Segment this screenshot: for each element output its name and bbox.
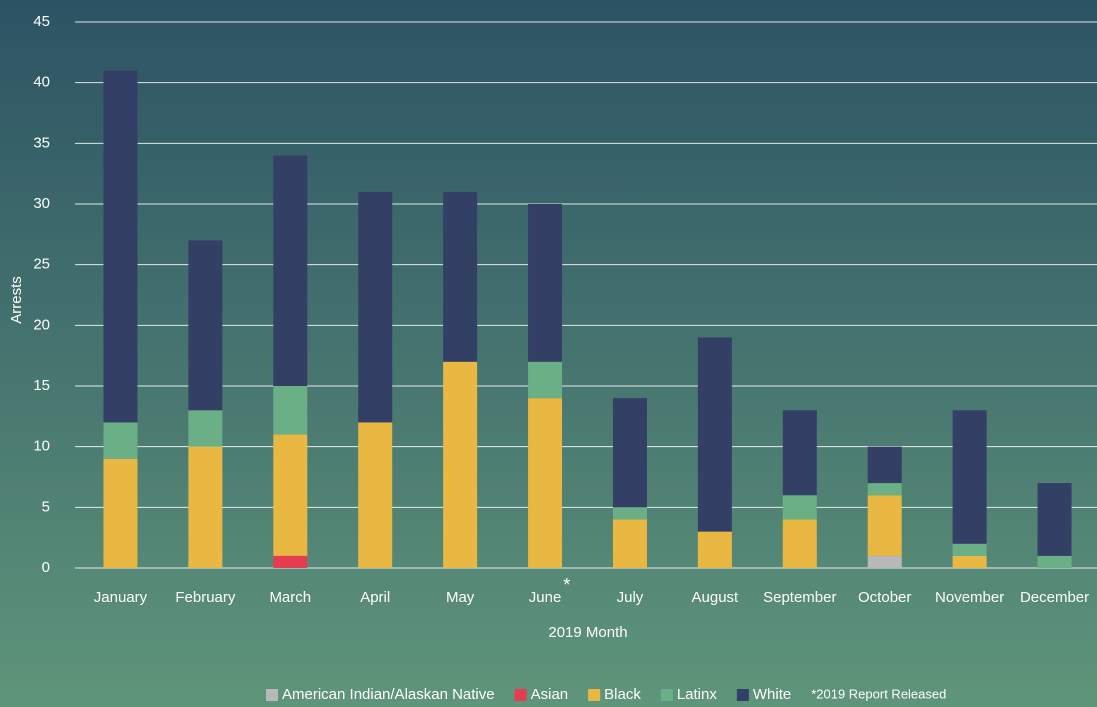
- bar-segment: [612, 398, 647, 508]
- bar-segment: [358, 422, 393, 568]
- y-tick-label: 20: [33, 316, 50, 333]
- bar-segment: [867, 555, 902, 568]
- category-annotation: *: [563, 575, 570, 595]
- x-tick-label: April: [360, 589, 390, 606]
- bar-segment: [1037, 555, 1072, 568]
- bar-segment: [273, 155, 308, 386]
- bar-segment: [443, 361, 478, 568]
- x-tick-label: November: [935, 589, 1004, 606]
- bar-segment: [867, 495, 902, 556]
- bar-segment: [782, 410, 817, 496]
- legend-swatch: [266, 689, 278, 701]
- y-tick-label: 10: [33, 438, 50, 455]
- bar-segment: [952, 543, 987, 556]
- x-tick-label: June: [529, 589, 562, 606]
- bar-segment: [612, 507, 647, 520]
- y-tick-label: 35: [33, 134, 50, 151]
- x-tick-label: October: [858, 589, 911, 606]
- legend-label: White: [753, 686, 791, 703]
- y-tick-label: 5: [42, 498, 50, 515]
- legend-note: *2019 Report Released: [811, 686, 946, 701]
- bar-segment: [867, 446, 902, 484]
- y-tick-label: 40: [33, 74, 50, 91]
- bar-segment: [273, 386, 308, 435]
- x-tick-label: February: [175, 589, 236, 606]
- bar-segment: [782, 495, 817, 520]
- bar-segment: [188, 446, 223, 568]
- x-tick-label: August: [692, 589, 740, 606]
- bar-segment: [103, 458, 138, 568]
- x-tick-label: March: [269, 589, 311, 606]
- bar-segment: [443, 191, 478, 362]
- y-tick-label: 0: [42, 559, 50, 576]
- x-tick-label: July: [617, 589, 644, 606]
- bar-segment: [273, 555, 308, 568]
- bar-segment: [1037, 483, 1072, 556]
- y-tick-label: 45: [33, 13, 50, 30]
- bar-segment: [188, 240, 223, 411]
- legend-swatch: [588, 689, 601, 701]
- bar-segment: [528, 398, 563, 568]
- bar-segment: [782, 519, 817, 568]
- y-tick-label: 15: [33, 377, 50, 394]
- legend-label: Latinx: [677, 686, 718, 703]
- bar-segment: [103, 70, 138, 423]
- bar-segment: [528, 204, 563, 362]
- bar-segment: [612, 519, 647, 568]
- y-axis-title: Arrests: [8, 276, 25, 324]
- bar-segment: [867, 483, 902, 496]
- bar-segment: [188, 410, 223, 447]
- bar-segment: [952, 555, 987, 568]
- y-tick-label: 30: [33, 195, 50, 212]
- bar-segment: [697, 531, 732, 568]
- legend-swatch: [514, 689, 527, 701]
- x-tick-label: December: [1020, 589, 1089, 606]
- legend-label: Black: [604, 686, 641, 703]
- x-tick-label: January: [94, 589, 148, 606]
- x-tick-label: September: [763, 589, 836, 606]
- x-axis-title: 2019 Month: [548, 624, 627, 641]
- legend-swatch: [660, 689, 673, 701]
- bar-segment: [358, 191, 393, 423]
- y-tick-label: 25: [33, 256, 50, 273]
- legend-swatch: [736, 689, 749, 701]
- bar-segment: [528, 361, 563, 399]
- bar-segment: [697, 337, 732, 532]
- x-tick-label: May: [446, 589, 475, 606]
- bar-segment: [273, 434, 308, 556]
- bar-segment: [103, 422, 138, 459]
- legend-label: Asian: [531, 686, 569, 703]
- bar-segment: [952, 410, 987, 544]
- legend-label: American Indian/Alaskan Native: [282, 686, 495, 703]
